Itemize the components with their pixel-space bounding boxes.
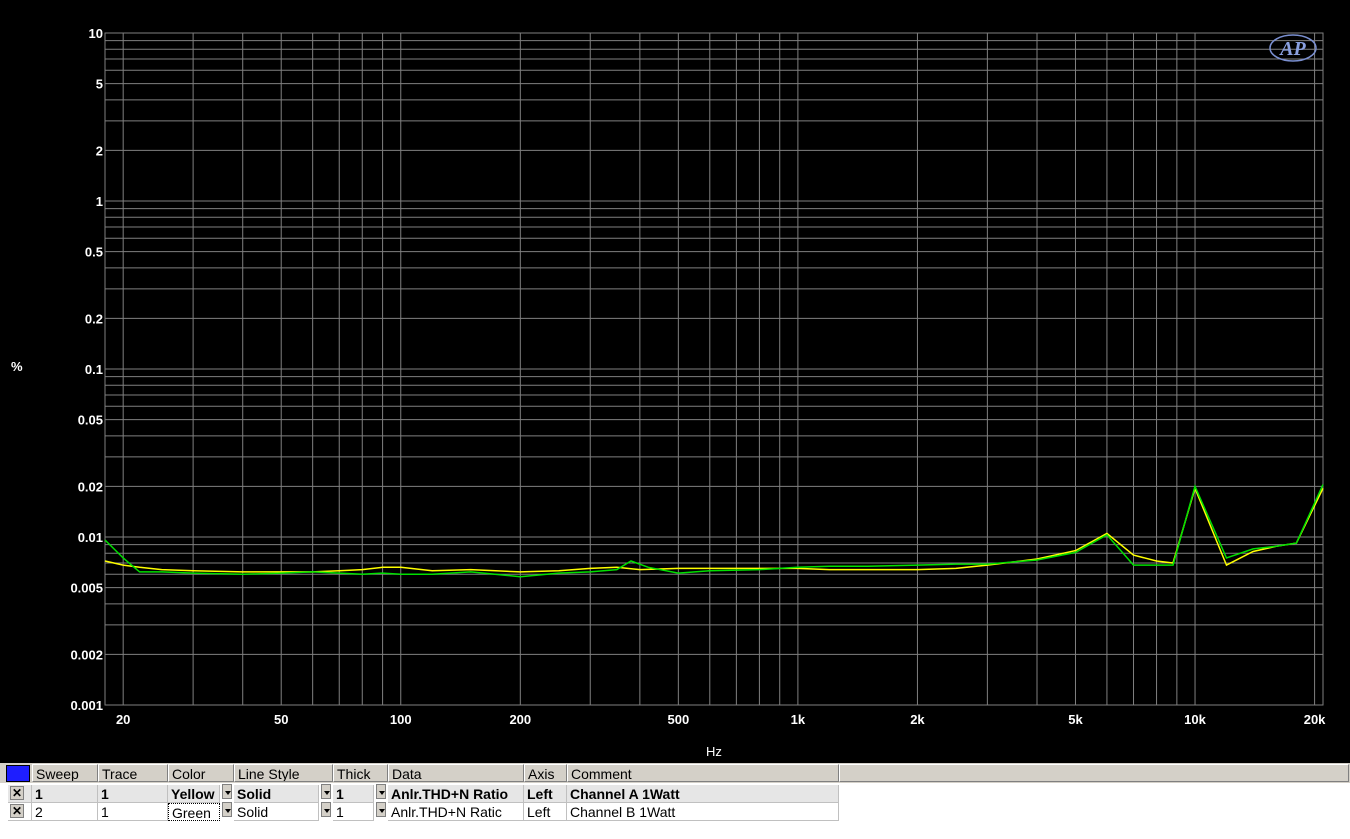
header-data[interactable]: Data	[388, 764, 524, 782]
header-line-style[interactable]: Line Style	[234, 764, 333, 782]
chart-area: 10 5 2 1 0.5 0.2 0.1 0.05 0.02 0.01 0.005 0.002 0.00…	[0, 0, 1350, 763]
header-axis[interactable]: Axis	[524, 764, 567, 782]
row2-color[interactable]: Green	[168, 803, 220, 821]
header-comment[interactable]: Comment	[567, 764, 839, 782]
y-tick-label: 2	[96, 143, 103, 158]
x-tick-label: 50	[274, 712, 288, 727]
trace-legend-table: Sweep Trace Color Line Style Thick Data …	[0, 763, 1350, 839]
series-line-1	[105, 488, 1323, 572]
y-tick-label: 1	[96, 194, 103, 209]
y-tick-label: 10	[89, 26, 103, 41]
y-tick-label: 0.5	[85, 245, 103, 260]
y-tick-label: 0.005	[70, 581, 103, 596]
row1-checkbox[interactable]: ✕	[10, 786, 24, 800]
row1-color-dropdown-icon[interactable]	[222, 784, 232, 799]
row1-axis[interactable]: Left	[524, 785, 567, 803]
ap-logo-icon: AP	[1270, 35, 1316, 61]
row2-axis[interactable]: Left	[524, 803, 567, 821]
row1-data[interactable]: Anlr.THD+N Ratio	[388, 785, 524, 803]
row2-line-style[interactable]: Solid	[234, 803, 319, 821]
grid-layer	[105, 33, 1323, 705]
y-tick-label: 5	[96, 77, 103, 92]
y-tick-label: 0.05	[78, 413, 103, 428]
x-tick-label: 20k	[1304, 712, 1326, 727]
x-tick-label: 10k	[1184, 712, 1206, 727]
row1-sweep[interactable]: 1	[32, 785, 98, 803]
row2-checkbox[interactable]: ✕	[10, 804, 24, 818]
row2-thick-dropdown-icon[interactable]	[376, 802, 386, 817]
row1-line-style-dropdown-icon[interactable]	[321, 784, 331, 799]
x-tick-label: 20	[116, 712, 130, 727]
x-tick-label: 500	[667, 712, 689, 727]
row1-color[interactable]: Yellow	[168, 785, 220, 803]
x-tick-label: 200	[509, 712, 531, 727]
header-sweep[interactable]: Sweep	[32, 764, 98, 782]
row1-trace[interactable]: 1	[98, 785, 168, 803]
y-axis-label: %	[11, 359, 23, 374]
row2-data[interactable]: Anlr.THD+N Ratic	[388, 803, 524, 821]
row2-line-style-dropdown-icon[interactable]	[321, 802, 331, 817]
row1-checkbox-cell: ✕	[8, 785, 32, 803]
ap-logo-text: AP	[1278, 38, 1306, 60]
row1-comment[interactable]: Channel A 1Watt	[567, 785, 839, 803]
y-tick-label: 0.001	[70, 698, 103, 713]
header-color[interactable]: Color	[168, 764, 234, 782]
row1-line-style[interactable]: Solid	[234, 785, 319, 803]
x-tick-label: 100	[390, 712, 412, 727]
legend-corner-selector[interactable]	[6, 765, 30, 782]
x-tick-label: 1k	[791, 712, 806, 727]
y-tick-label: 0.02	[78, 479, 103, 494]
row2-color-dropdown-icon[interactable]	[222, 802, 232, 817]
x-tick-label: 5k	[1068, 712, 1083, 727]
row2-thick[interactable]: 1	[333, 803, 374, 821]
y-tick-label: 0.1	[85, 362, 103, 377]
row1-thick[interactable]: 1	[333, 785, 374, 803]
x-tick-label: 2k	[910, 712, 925, 727]
x-axis-label: Hz	[706, 744, 722, 759]
thd-chart: 10 5 2 1 0.5 0.2 0.1 0.05 0.02 0.01 0.005 0.002 0.00…	[0, 0, 1350, 763]
y-tick-label: 0.002	[70, 647, 103, 662]
y-tick-label: 0.2	[85, 311, 103, 326]
row2-trace[interactable]: 1	[98, 803, 168, 821]
header-trace[interactable]: Trace	[98, 764, 168, 782]
y-tick-label: 0.01	[78, 530, 103, 545]
header-spacer	[839, 764, 1349, 782]
row1-thick-dropdown-icon[interactable]	[376, 784, 386, 799]
row2-sweep[interactable]: 2	[32, 803, 98, 821]
row2-comment[interactable]: Channel B 1Watt	[567, 803, 839, 821]
row2-checkbox-cell: ✕	[8, 803, 32, 821]
header-thick[interactable]: Thick	[333, 764, 388, 782]
